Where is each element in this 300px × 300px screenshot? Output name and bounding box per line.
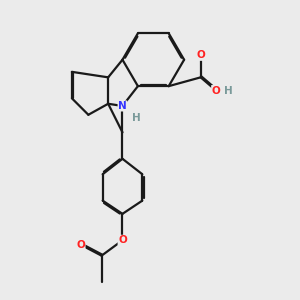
- Text: N: N: [118, 101, 127, 111]
- Text: H: H: [224, 85, 233, 96]
- Text: H: H: [132, 113, 141, 123]
- Text: O: O: [118, 235, 127, 245]
- Text: O: O: [196, 50, 205, 60]
- Text: O: O: [212, 85, 220, 96]
- Text: O: O: [76, 240, 85, 250]
